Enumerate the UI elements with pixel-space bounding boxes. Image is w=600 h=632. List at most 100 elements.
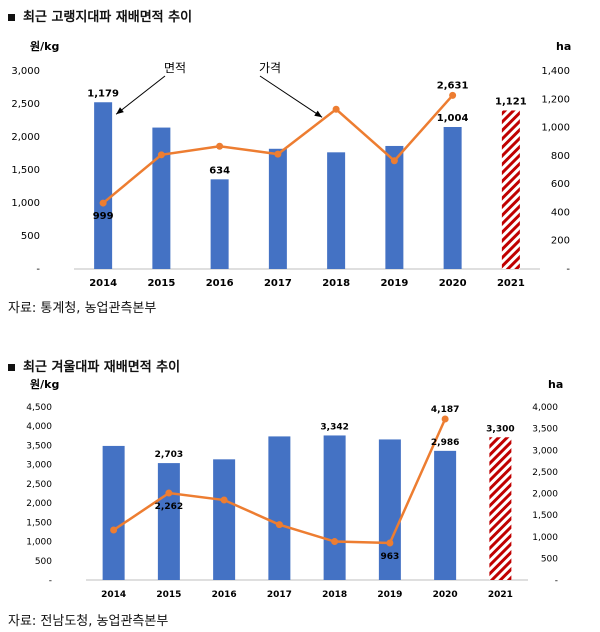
x-tick-label: 2019 [377, 590, 402, 600]
y-left-tick: 1,500 [26, 518, 52, 528]
bar [327, 152, 346, 269]
bar [323, 435, 346, 580]
y-right-tick: 2,000 [532, 490, 558, 500]
data-label: 2,262 [155, 502, 183, 512]
annotation-arrowhead [116, 107, 124, 115]
price-point [157, 151, 165, 159]
annotation-arrow [115, 75, 166, 115]
x-tick-label: 2014 [89, 278, 117, 289]
bar [434, 450, 457, 580]
data-label: 1,179 [87, 88, 119, 99]
y-right-tick: 4,000 [532, 403, 558, 413]
x-tick-label: 2021 [488, 590, 513, 600]
x-tick-label: 2017 [264, 278, 292, 289]
x-tick-label: 2015 [156, 590, 181, 600]
x-tick-label: 2015 [147, 278, 175, 289]
x-tick-label: 2016 [206, 278, 234, 289]
annotation-label: 가격 [259, 61, 281, 75]
price-point [275, 521, 283, 529]
y-right-tick: 500 [541, 554, 558, 564]
bar [94, 102, 113, 270]
price-point [165, 489, 173, 497]
price-point [441, 415, 449, 423]
y-left-tick: 3,000 [26, 461, 52, 471]
forecast-bar [501, 110, 520, 269]
y-right-tick: 1,200 [541, 94, 570, 105]
price-point [331, 538, 339, 546]
y-left-tick: 500 [35, 557, 52, 567]
data-label: 963 [380, 552, 399, 562]
y-left-tick: 2,000 [26, 499, 52, 509]
price-point [274, 150, 282, 158]
y-left-tick: 2,500 [11, 99, 40, 110]
y-left-tick: - [36, 264, 40, 275]
data-label: 2,631 [437, 80, 469, 91]
data-label: 3,342 [320, 422, 348, 432]
chart2-plot: 원/kg ha - 500 1,000 1,500 2,000 2,500 3,000 3,500… [26, 377, 563, 600]
data-label: 4,187 [431, 405, 459, 415]
data-label: 999 [93, 211, 114, 222]
price-point [449, 91, 457, 99]
chart1-source: 자료: 통계청, 농업관측본부 [8, 301, 157, 316]
y-left-unit: 원/kg [30, 377, 59, 391]
chart2-title: 최근 겨울대파 재배면적 추이 [8, 356, 180, 375]
y-right-unit: ha [556, 40, 571, 53]
y-left-tick: 4,000 [26, 422, 52, 432]
annotation-arrow [259, 75, 323, 118]
x-tick-label: 2020 [433, 590, 458, 600]
y-right-tick: 200 [551, 236, 570, 247]
y-left-tick: 2,500 [26, 480, 52, 490]
x-tick-label: 2017 [267, 590, 292, 600]
bar [102, 445, 125, 580]
y-left-unit: 원/kg [30, 39, 59, 53]
price-point [99, 199, 107, 207]
y-left-tick: 1,000 [26, 538, 52, 548]
chart1-title: 최근 고랭지대파 재배면적 추이 [8, 6, 192, 25]
x-tick-label: 2019 [380, 278, 408, 289]
y-left-tick: - [49, 576, 52, 586]
chart1-title-text: 최근 고랭지대파 재배면적 추이 [23, 10, 193, 25]
bar [157, 463, 180, 580]
x-tick-label: 2014 [101, 590, 126, 600]
y-right-tick: 3,500 [532, 425, 558, 435]
y-left-tick: 500 [21, 231, 40, 242]
bar [385, 145, 404, 269]
data-label: 1,121 [495, 96, 527, 107]
y-left-tick: 3,500 [26, 441, 52, 451]
y-left-tick: 4,500 [26, 403, 52, 413]
bar [152, 127, 171, 269]
annotation-label: 면적 [164, 61, 186, 75]
y-right-tick: 800 [551, 151, 570, 162]
y-left-tick: 3,000 [11, 66, 40, 77]
price-point [220, 496, 228, 504]
chart2-title-text: 최근 겨울대파 재배면적 추이 [23, 360, 181, 375]
y-right-tick: - [555, 576, 558, 586]
bullet-icon [8, 364, 15, 371]
y-right-tick: 1,000 [532, 533, 558, 543]
bar [378, 439, 401, 580]
y-right-tick: 600 [551, 179, 570, 190]
y-left-tick: 2,000 [11, 132, 40, 143]
bar [268, 436, 291, 580]
bar [268, 148, 287, 269]
x-tick-label: 2018 [322, 590, 347, 600]
price-point [386, 539, 394, 547]
data-label: 1,004 [437, 113, 469, 124]
y-right-tick: 3,000 [532, 446, 558, 456]
price-point [332, 105, 340, 113]
y-left-tick: 1,500 [11, 165, 40, 176]
x-tick-label: 2018 [322, 278, 350, 289]
chart1-plot: 원/kg ha - 500 1,000 1,500 2,000 2,500 3,000 - 200 4… [11, 39, 571, 289]
price-point [110, 526, 118, 534]
data-label: 2,703 [155, 450, 183, 460]
bullet-icon [8, 14, 15, 21]
data-label: 3,300 [486, 424, 514, 434]
price-point [390, 157, 398, 165]
chart2-source: 자료: 전남도청, 농업관측본부 [8, 614, 169, 629]
bar [213, 459, 236, 580]
bar [443, 127, 462, 270]
y-right-unit: ha [548, 378, 563, 391]
data-label: 2,986 [431, 438, 459, 448]
y-right-tick: 400 [551, 207, 570, 218]
y-right-tick: 1,000 [541, 123, 570, 134]
